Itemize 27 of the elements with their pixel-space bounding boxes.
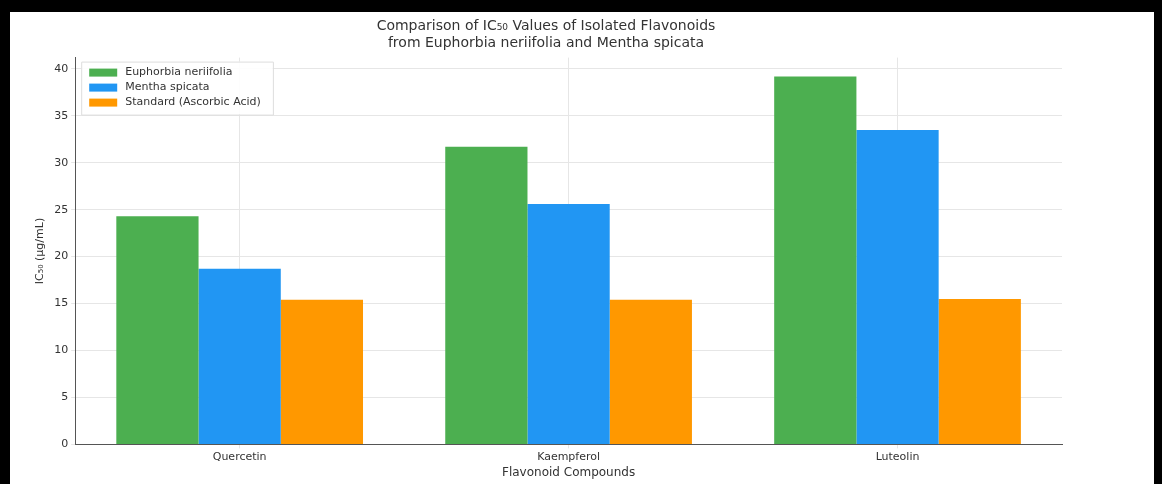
y-axis-title: IC₅₀ (μg/mL) <box>33 217 47 285</box>
bar <box>116 216 199 444</box>
legend-label: Mentha spicata <box>125 80 210 94</box>
y-tick-label: 40 <box>54 61 69 75</box>
bar <box>198 268 281 444</box>
y-tick-label: 30 <box>54 155 69 169</box>
y-tick-label: 5 <box>61 390 69 404</box>
bar <box>280 299 364 444</box>
x-tick-label: Quercetin <box>212 449 267 463</box>
bar <box>856 129 939 444</box>
bar <box>938 298 1021 444</box>
x-axis-title: Flavonoid Compounds <box>502 464 636 479</box>
bar <box>445 146 528 444</box>
bar <box>609 299 692 444</box>
y-tick-label: 0 <box>61 437 69 451</box>
bar <box>774 76 857 444</box>
y-tick-label: 15 <box>54 296 69 310</box>
y-tick-label: 25 <box>54 202 69 216</box>
y-tick-label: 20 <box>54 249 69 263</box>
legend-label: Euphorbia neriifolia <box>125 65 233 79</box>
y-tick-label: 35 <box>54 108 69 122</box>
chart-title: Comparison of IC₅₀ Values of Isolated Flavonoids from Euphorbia neriifolia and Mentha spicata <box>376 17 716 50</box>
bar <box>527 204 610 444</box>
x-tick-label: Kaempferol <box>537 449 601 463</box>
x-tick-label: Luteolin <box>875 449 920 463</box>
legend-label: Standard (Ascorbic Acid) <box>125 95 261 109</box>
y-tick-label: 10 <box>54 343 69 357</box>
